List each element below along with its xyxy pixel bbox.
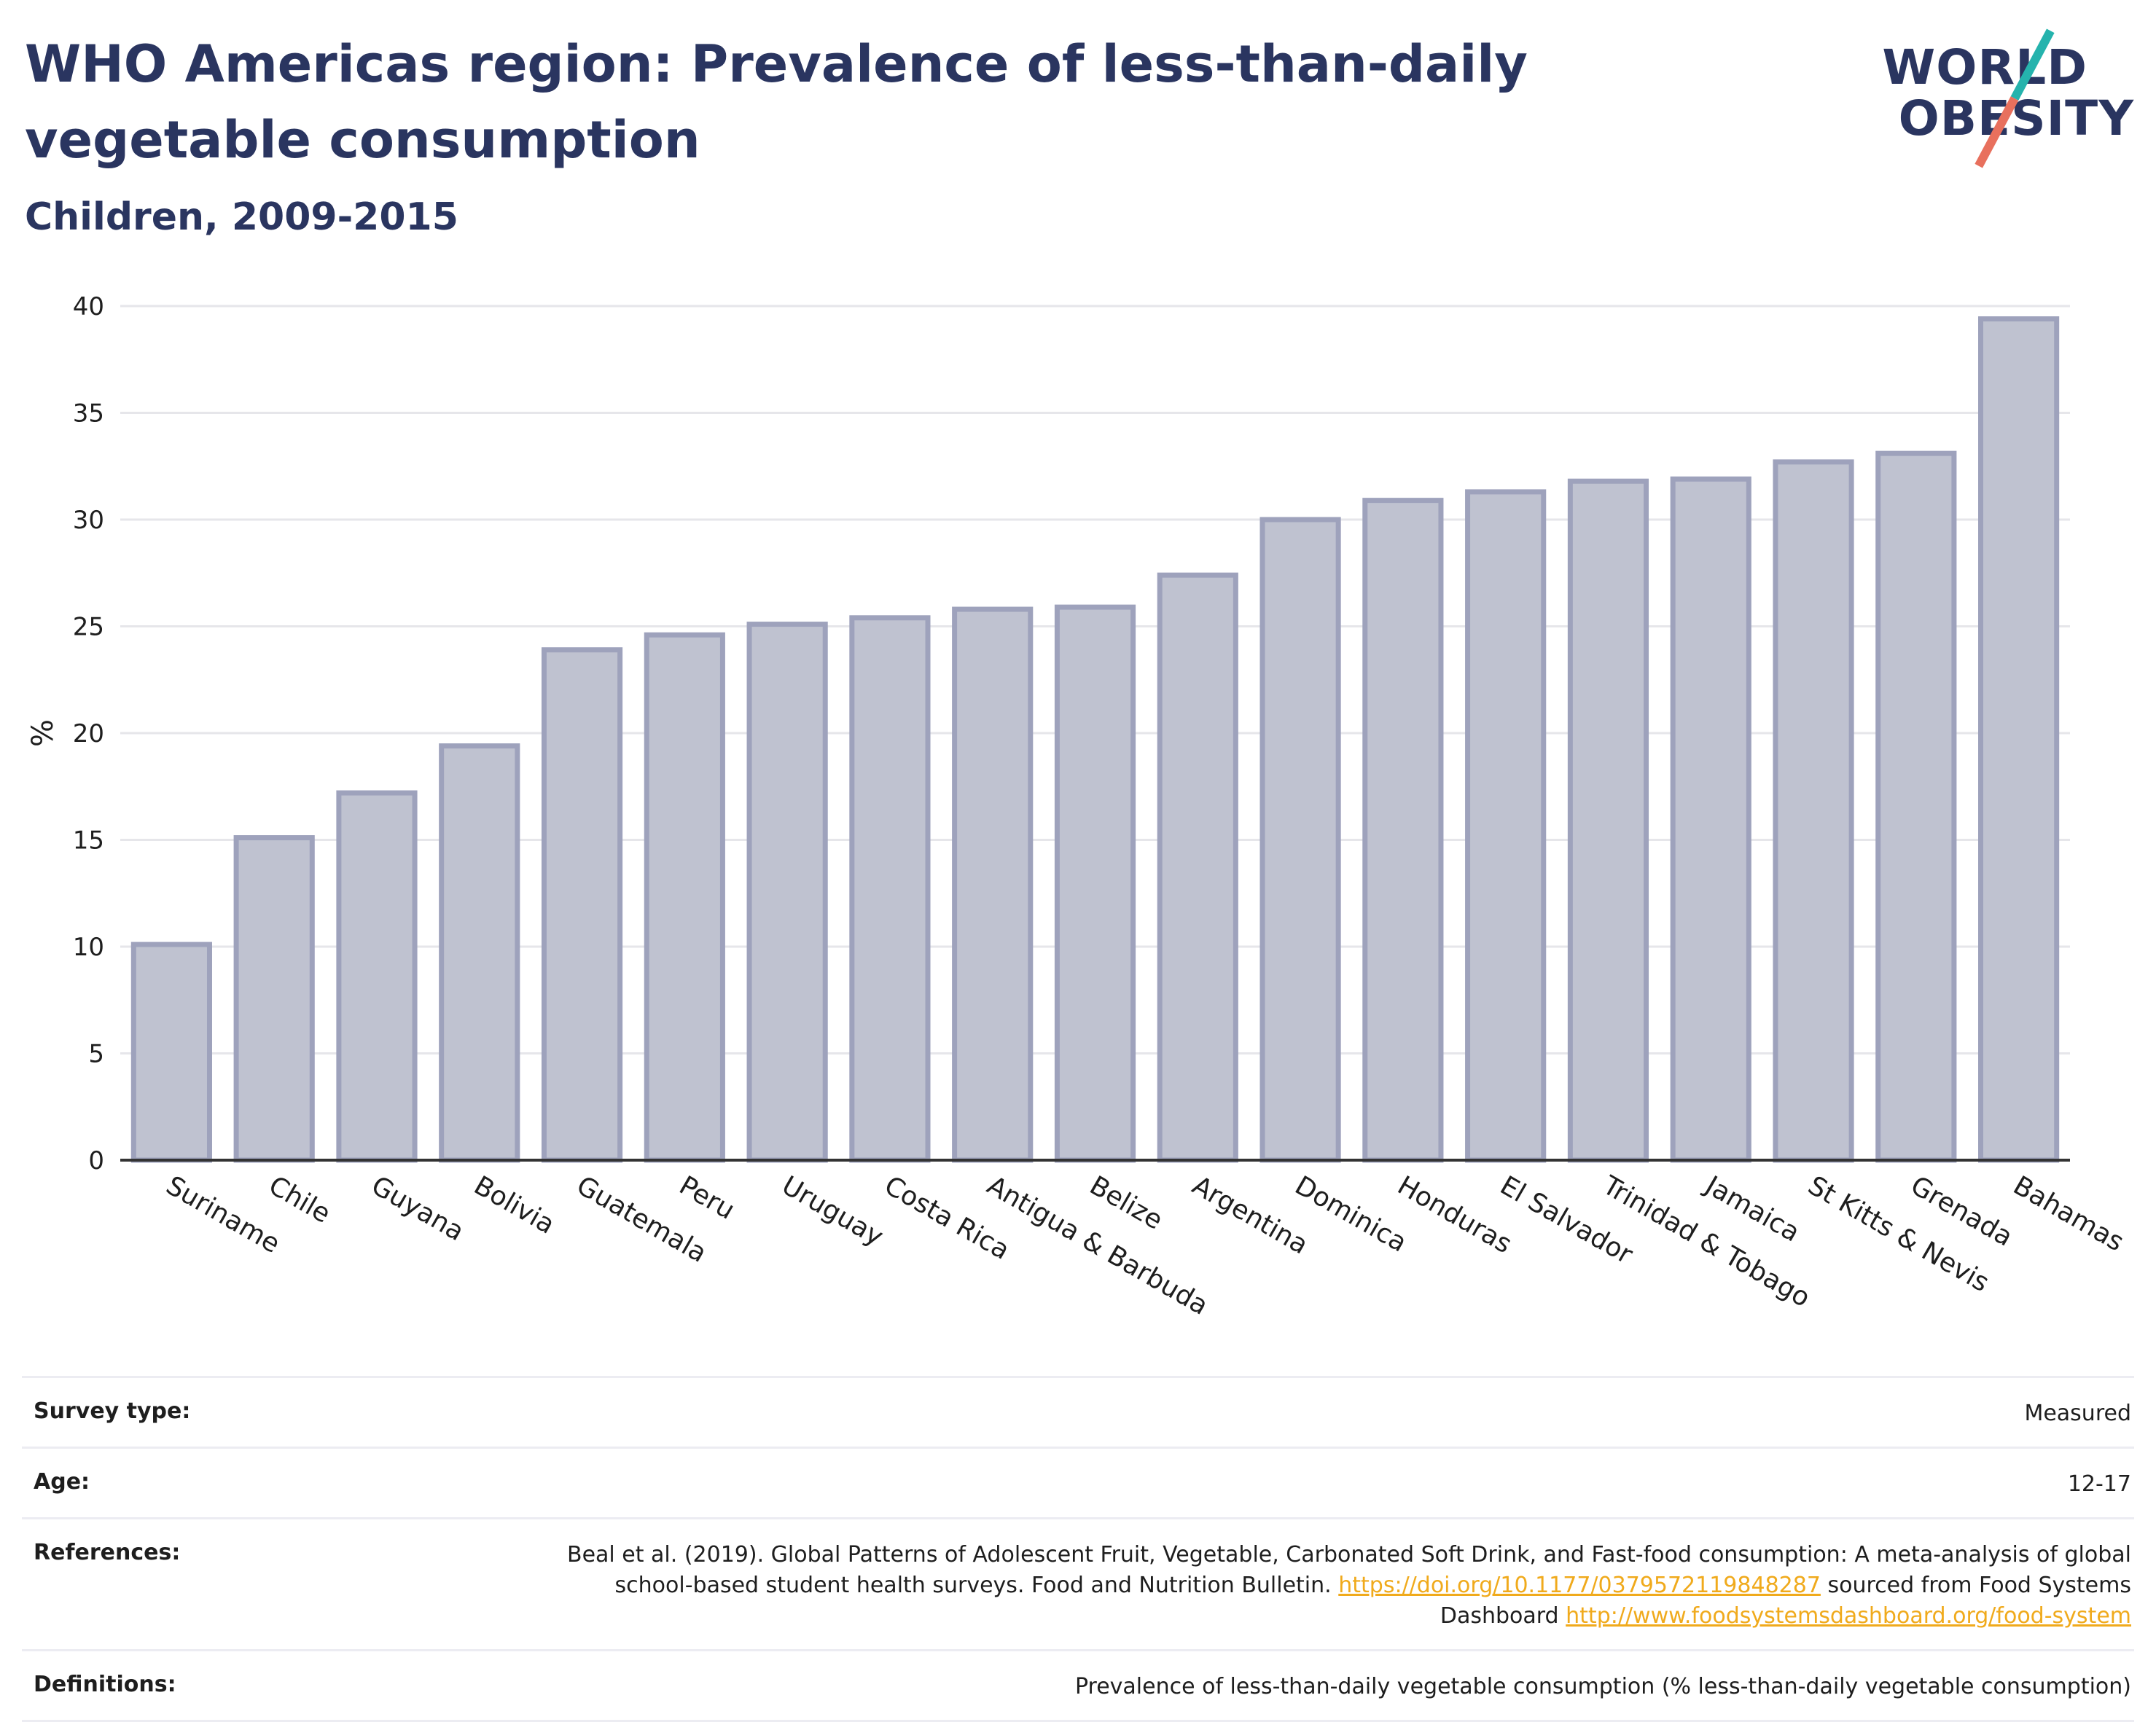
x-tick-label: Chile xyxy=(264,1170,336,1229)
y-tick-label: 15 xyxy=(73,826,104,856)
x-tick-label: Suriname xyxy=(161,1170,285,1259)
bar-belize[interactable] xyxy=(1054,604,1136,1163)
y-tick-label: 0 xyxy=(88,1146,104,1175)
age-value: 12-17 xyxy=(2067,1471,2131,1497)
bar-el-salvador[interactable] xyxy=(1465,489,1547,1163)
definitions-label: Definitions: xyxy=(34,1672,176,1697)
y-tick-label: 5 xyxy=(88,1040,104,1069)
age-row: Age: 12-17 xyxy=(22,1447,2134,1517)
bar-honduras[interactable] xyxy=(1362,498,1444,1163)
bar-guatemala[interactable] xyxy=(541,647,623,1163)
bar-jamaica[interactable] xyxy=(1670,476,1751,1163)
survey-type-row: Survey type: Measured xyxy=(22,1376,2134,1447)
x-tick-label: Dominica xyxy=(1290,1170,1412,1258)
bar-antigua-barbuda[interactable] xyxy=(952,606,1034,1163)
age-label: Age: xyxy=(34,1469,90,1495)
x-tick-label: Guyana xyxy=(366,1170,469,1247)
x-tick-label: Belize xyxy=(1085,1170,1168,1235)
bars xyxy=(130,316,2060,1163)
references-row: References: Beal et al. (2019). Global P… xyxy=(22,1517,2134,1649)
x-tick-label: Bolivia xyxy=(469,1170,560,1240)
y-tick-label: 40 xyxy=(73,292,104,321)
bar-peru[interactable] xyxy=(644,632,725,1163)
y-tick-label: 20 xyxy=(73,719,104,748)
survey-type-value: Measured xyxy=(2024,1401,2131,1426)
logo-line-1: WORLD xyxy=(1882,39,2087,95)
y-axis-ticks: 0 5 10 15 20 25 30 35 40 xyxy=(73,292,104,1175)
references-label: References: xyxy=(34,1540,181,1565)
reference-source-text: sourced from Food Systems Dashboard xyxy=(1440,1573,2131,1629)
bar-bahamas[interactable] xyxy=(1978,316,2060,1163)
y-tick-label: 25 xyxy=(73,613,104,642)
bar-dominica[interactable] xyxy=(1259,517,1341,1163)
definitions-row: Definitions: Prevalence of less-than-dai… xyxy=(22,1649,2134,1722)
x-tick-label: Honduras xyxy=(1392,1170,1516,1259)
metadata-table: Survey type: Measured Age: 12-17 Referen… xyxy=(22,1376,2134,1722)
bar-grenada[interactable] xyxy=(1875,450,1957,1163)
bar-suriname[interactable] xyxy=(130,942,212,1163)
definitions-value: Prevalence of less-than-daily vegetable … xyxy=(1074,1674,2131,1699)
reference-text: Beal et al. (2019). Global Patterns of A… xyxy=(566,1542,2131,1598)
bar-argentina[interactable] xyxy=(1157,572,1238,1163)
world-obesity-logo[interactable]: WORLD OBESITY xyxy=(1882,28,2134,168)
bar-uruguay[interactable] xyxy=(746,622,828,1163)
doi-link[interactable]: https://doi.org/10.1177/0379572119848287 xyxy=(1338,1573,1821,1598)
food-systems-link[interactable]: http://www.foodsystemsdashboard.org/food… xyxy=(1566,1603,2131,1629)
bar-st-kitts-nevis[interactable] xyxy=(1773,459,1854,1163)
x-tick-label: Bahamas xyxy=(2008,1170,2129,1257)
y-tick-label: 35 xyxy=(73,399,104,428)
bar-trinidad-tobago[interactable] xyxy=(1567,478,1649,1163)
y-tick-label: 10 xyxy=(73,933,104,962)
bar-guyana[interactable] xyxy=(336,790,418,1163)
x-tick-label: Peru xyxy=(674,1170,740,1226)
bar-chile[interactable] xyxy=(233,835,315,1163)
survey-type-label: Survey type: xyxy=(34,1398,191,1424)
x-tick-label: St Kitts & Nevis xyxy=(1803,1170,1994,1298)
references-value: Beal et al. (2019). Global Patterns of A… xyxy=(528,1540,2131,1632)
chart-title: WHO Americas region: Prevalence of less-… xyxy=(25,34,1528,170)
y-tick-label: 30 xyxy=(73,506,104,535)
x-tick-label: Argentina xyxy=(1187,1170,1313,1260)
x-tick-label: Uruguay xyxy=(777,1170,888,1252)
y-axis-title: % xyxy=(26,719,60,747)
bar-costa-rica[interactable] xyxy=(849,615,931,1163)
bar-bolivia[interactable] xyxy=(439,743,520,1163)
chart-subtitle: Children, 2009-2015 xyxy=(25,195,458,239)
